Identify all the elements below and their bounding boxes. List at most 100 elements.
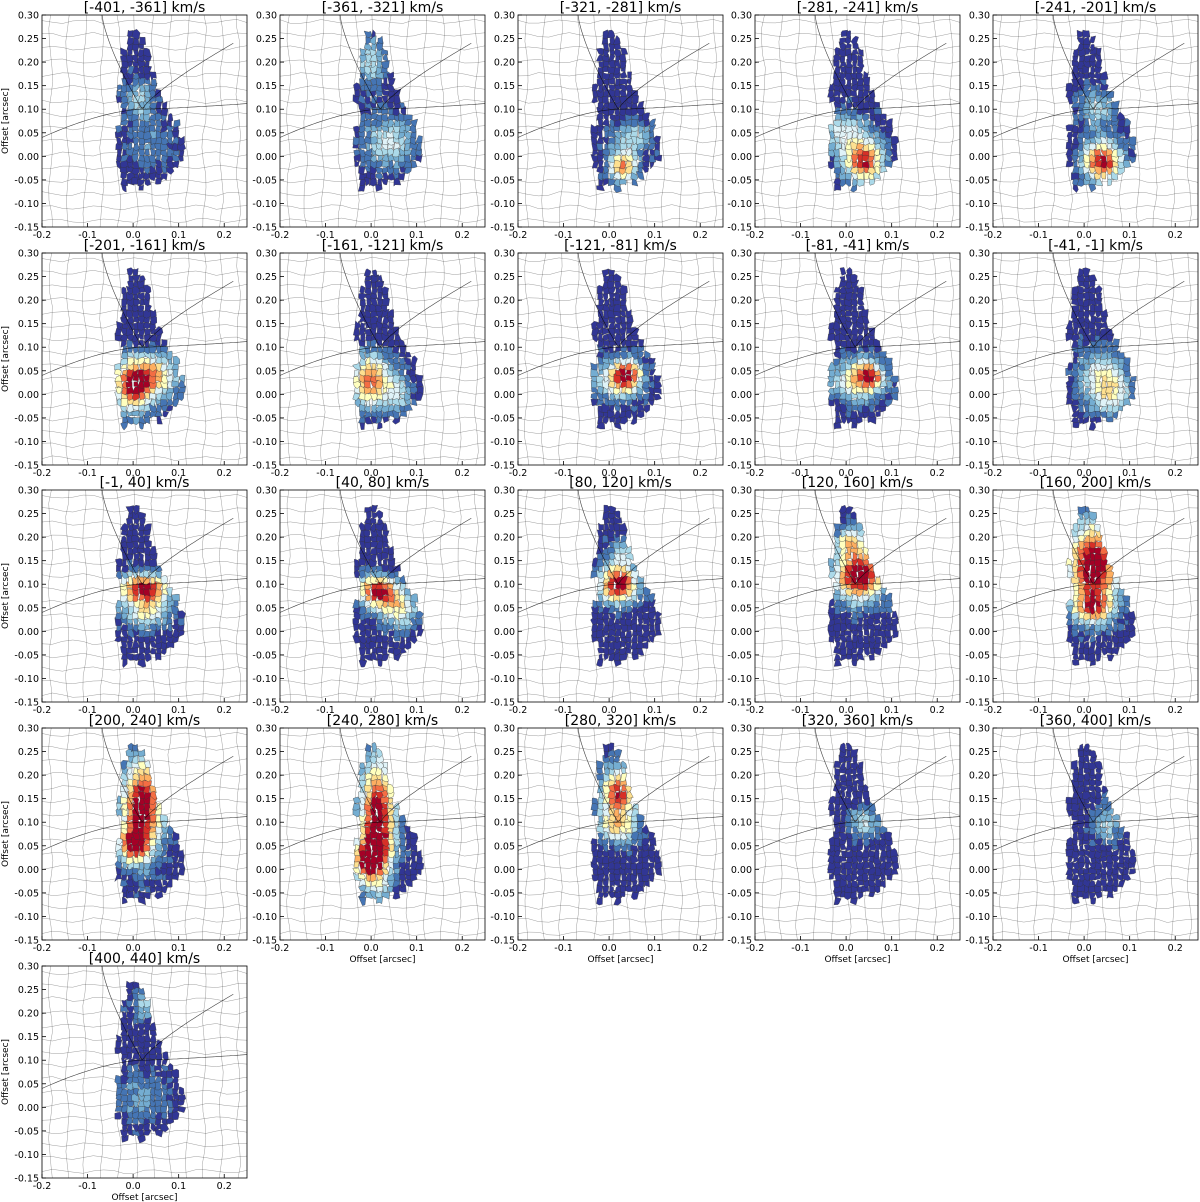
emission-cell bbox=[393, 326, 400, 336]
emission-cell bbox=[1093, 322, 1103, 331]
lens-caustic-curves bbox=[518, 15, 723, 138]
panel-title: [360, 400] km/s bbox=[1040, 713, 1151, 729]
emission-cell bbox=[154, 891, 164, 900]
y-tick-label: -0.05 bbox=[252, 650, 277, 661]
emission-cell bbox=[364, 119, 372, 128]
emission-cell bbox=[618, 367, 626, 376]
emission-cell bbox=[1083, 577, 1090, 584]
emission-cell bbox=[132, 267, 139, 276]
emission-cell bbox=[166, 1070, 173, 1078]
emission-cell bbox=[625, 405, 631, 412]
panel-frame bbox=[992, 252, 1199, 466]
emission-cell bbox=[1111, 872, 1119, 882]
emission-cell bbox=[590, 392, 598, 400]
y-tick-label: 0.00 bbox=[494, 152, 515, 163]
emission-cell bbox=[620, 402, 628, 412]
emission-cell bbox=[1095, 59, 1103, 69]
emission-cell bbox=[844, 310, 852, 317]
panel-title: [-281, -241] km/s bbox=[797, 0, 919, 16]
y-tick-label: -0.15 bbox=[727, 698, 752, 709]
panel-title: [-41, -1] km/s bbox=[1048, 238, 1143, 254]
emission-cell bbox=[1083, 612, 1091, 621]
emission-cell bbox=[620, 71, 628, 79]
emission-cell bbox=[621, 760, 628, 769]
y-tick-label: 0.00 bbox=[969, 390, 990, 401]
emission-cell bbox=[636, 813, 645, 823]
emission-cell bbox=[143, 568, 149, 580]
emission-cell bbox=[149, 831, 158, 840]
emission-cell bbox=[613, 408, 621, 419]
emission-cell bbox=[834, 47, 841, 56]
emission-cell bbox=[160, 173, 168, 181]
y-tick-label: 0.30 bbox=[969, 249, 990, 260]
x-tick-label: -0.1 bbox=[791, 705, 810, 716]
y-tick-label: 0.15 bbox=[731, 794, 752, 805]
y-tick-label: -0.15 bbox=[727, 936, 752, 947]
x-tick-label: 0.2 bbox=[1168, 230, 1183, 241]
lens-caustic-curves bbox=[42, 15, 247, 138]
emission-cell bbox=[375, 160, 383, 168]
y-tick-label: 0.00 bbox=[494, 390, 515, 401]
emission-cell bbox=[392, 563, 401, 573]
emission-cell bbox=[1112, 576, 1120, 585]
source-grid-mesh bbox=[993, 253, 1198, 465]
emission-cell bbox=[383, 617, 388, 626]
x-tick-label: 0.1 bbox=[884, 230, 899, 241]
emission-cell bbox=[398, 101, 405, 110]
emission-cell bbox=[1072, 327, 1079, 336]
emission-cell bbox=[353, 368, 360, 378]
channel-panel: -0.2 -0.1 0.0 0.1 0.2-0.15-0.10-0.050.000.05… bbox=[1, 475, 248, 716]
emission-cell bbox=[127, 357, 135, 366]
emission-cell bbox=[596, 897, 603, 906]
emission-cell bbox=[358, 522, 367, 531]
y-tick-label: 0.25 bbox=[494, 272, 515, 283]
x-tick-label: 0.0 bbox=[126, 943, 141, 954]
y-tick-label: 0.10 bbox=[18, 1056, 39, 1067]
source-grid-mesh bbox=[755, 253, 960, 465]
emission-cell bbox=[144, 760, 151, 768]
y-tick-label: 0.20 bbox=[969, 771, 990, 782]
emission-cell bbox=[376, 41, 384, 52]
emission-cell bbox=[890, 154, 899, 163]
emission-cell bbox=[597, 308, 604, 319]
panel-frame bbox=[41, 14, 248, 228]
emission-cell bbox=[630, 363, 639, 372]
emission-cell bbox=[127, 742, 135, 753]
emission-cell bbox=[363, 30, 373, 39]
x-tick-label: -0.1 bbox=[554, 943, 573, 954]
emission-cell bbox=[1127, 380, 1136, 389]
emission-cells bbox=[1065, 743, 1137, 905]
emission-cell bbox=[1077, 291, 1085, 301]
emission-cell bbox=[398, 832, 406, 840]
x-tick-label: -0.1 bbox=[78, 1181, 97, 1192]
emission-cell bbox=[624, 803, 633, 812]
emission-cell bbox=[365, 594, 371, 602]
emission-cell bbox=[880, 873, 886, 882]
emission-cell bbox=[410, 118, 418, 127]
emission-cell bbox=[409, 843, 418, 853]
emission-cell bbox=[1116, 111, 1126, 121]
emission-cell bbox=[1077, 855, 1085, 864]
x-tick-label: -0.1 bbox=[1029, 468, 1048, 479]
emission-cell bbox=[388, 363, 394, 372]
emission-cell bbox=[137, 987, 146, 995]
emission-cell bbox=[120, 760, 129, 770]
emission-cell bbox=[126, 639, 133, 650]
y-tick-label: -0.05 bbox=[727, 175, 752, 186]
emission-cell bbox=[358, 790, 366, 800]
emission-cell bbox=[1111, 582, 1121, 590]
x-tick-label: 0.2 bbox=[455, 230, 470, 241]
emission-cell bbox=[364, 742, 372, 753]
emission-cell bbox=[885, 592, 893, 603]
emission-cell bbox=[653, 393, 662, 401]
y-tick-label: -0.05 bbox=[14, 650, 39, 661]
emission-cell bbox=[613, 748, 623, 759]
lens-caustic-curves bbox=[993, 253, 1198, 376]
emission-cell bbox=[410, 355, 418, 367]
emission-cell bbox=[1101, 171, 1107, 180]
y-tick-label: -0.15 bbox=[14, 1174, 39, 1185]
emission-cell bbox=[1128, 855, 1137, 865]
emission-cell bbox=[364, 867, 372, 876]
y-tick-label: 0.05 bbox=[18, 366, 39, 377]
emission-cell bbox=[1071, 59, 1079, 69]
